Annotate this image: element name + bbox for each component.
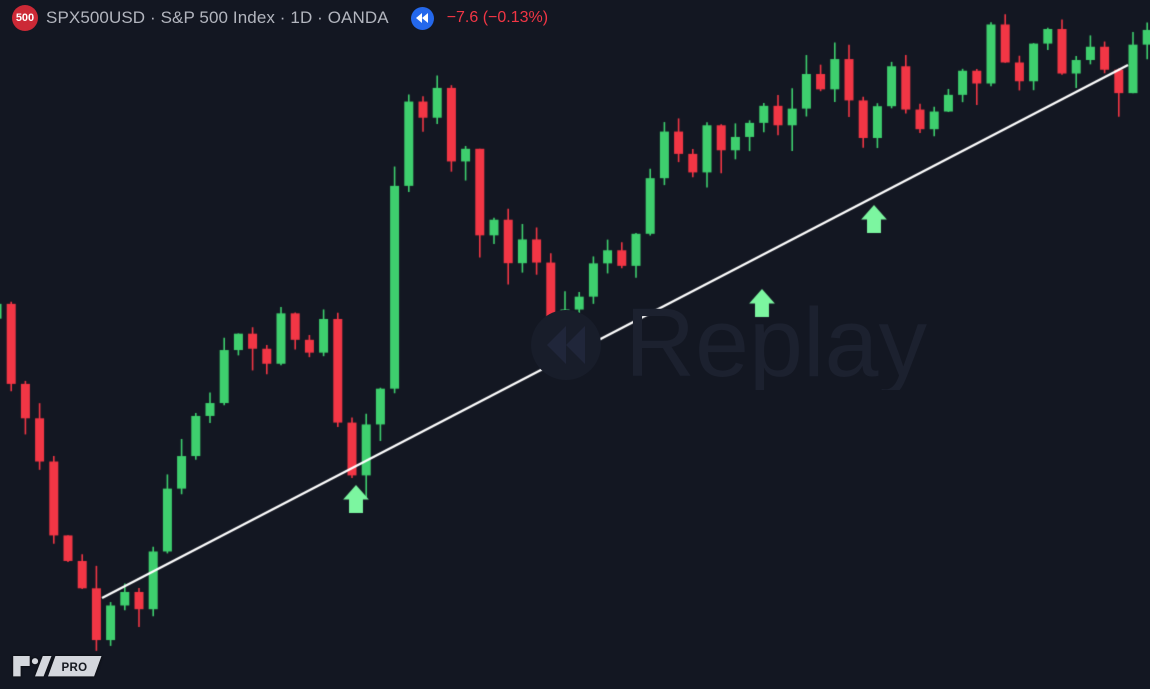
svg-text:PRO: PRO xyxy=(62,662,88,674)
svg-text:Replay: Replay xyxy=(625,300,927,390)
